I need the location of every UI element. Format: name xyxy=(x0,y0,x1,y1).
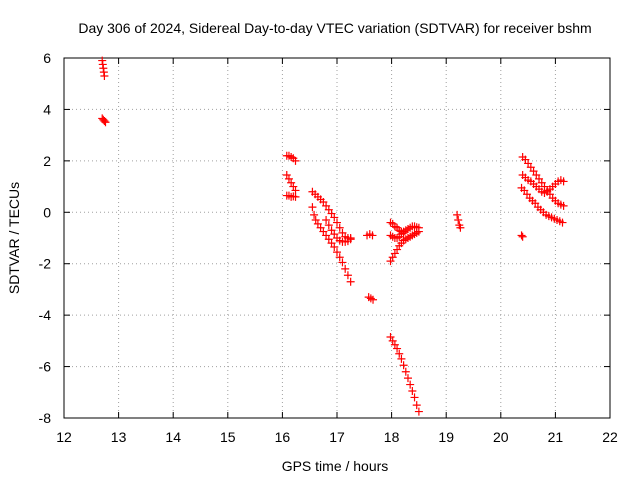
x-tick-label: 21 xyxy=(548,429,564,445)
data-point xyxy=(454,216,463,224)
data-point xyxy=(559,177,568,186)
data-point xyxy=(403,374,412,383)
y-axis-label: SDTVAR / TECUs xyxy=(6,182,22,294)
data-point xyxy=(100,117,109,125)
x-tick-label: 13 xyxy=(111,429,127,445)
x-tick-label: 15 xyxy=(220,429,236,445)
x-tick-label: 22 xyxy=(602,429,618,445)
data-point xyxy=(397,354,406,363)
data-point xyxy=(346,235,355,244)
chart-title: Day 306 of 2024, Sidereal Day-to-day VTE… xyxy=(78,20,591,36)
data-point xyxy=(558,218,567,227)
y-tick-label: 0 xyxy=(43,204,51,220)
data-point xyxy=(399,228,408,237)
data-point xyxy=(393,344,402,353)
series-segment-h xyxy=(322,216,355,246)
series-segment-f xyxy=(308,187,355,242)
y-tick-label: -8 xyxy=(39,410,52,426)
series-segment-a xyxy=(98,56,109,80)
data-point xyxy=(322,216,331,224)
x-axis-label: GPS time / hours xyxy=(282,458,389,474)
data-point xyxy=(310,210,319,219)
data-point xyxy=(330,213,339,222)
y-tick-label: -2 xyxy=(39,256,52,272)
series-segment-n xyxy=(386,228,408,242)
x-tick-label: 16 xyxy=(275,429,291,445)
data-point xyxy=(346,277,355,286)
data-point xyxy=(559,201,568,210)
series-segment-g xyxy=(308,203,355,286)
data-point xyxy=(414,223,423,232)
data-point xyxy=(324,221,333,230)
series-segment-d xyxy=(282,171,300,195)
x-tick-label: 14 xyxy=(165,429,181,445)
data-point xyxy=(517,231,526,240)
y-tick-label: 6 xyxy=(43,50,51,66)
data-point xyxy=(399,361,408,370)
series-segment-i xyxy=(363,230,377,240)
data-point xyxy=(408,387,417,395)
series-segment-j xyxy=(364,293,378,304)
series-segment-b xyxy=(98,114,110,127)
data-point xyxy=(406,380,415,389)
y-tick-label: -4 xyxy=(39,307,52,323)
series-segment-k xyxy=(386,333,423,416)
data-point xyxy=(368,231,377,240)
series-segment-r xyxy=(518,171,568,197)
data-point xyxy=(308,203,317,212)
x-tick-label: 12 xyxy=(56,429,72,445)
data-point xyxy=(330,243,339,251)
data-point xyxy=(333,218,341,227)
y-tick-label: 4 xyxy=(43,101,51,117)
data-point xyxy=(453,210,462,219)
data-points xyxy=(98,56,568,416)
data-point xyxy=(333,248,341,257)
x-tick-label: 19 xyxy=(438,429,454,445)
series-segment-o xyxy=(453,210,465,232)
series-segment-l xyxy=(386,227,423,266)
series-segment-q xyxy=(518,153,568,210)
x-axis-ticks: 12 13 14 15 16 17 18 19 20 21 22 xyxy=(56,58,618,445)
x-tick-label: 18 xyxy=(384,429,400,445)
data-point xyxy=(518,232,527,241)
x-tick-label: 20 xyxy=(493,429,509,445)
series-segment-p xyxy=(517,231,527,241)
data-point xyxy=(291,192,300,201)
data-point xyxy=(335,253,344,262)
y-axis-ticks: 6 4 2 0 -2 -4 -6 -8 xyxy=(39,50,610,426)
data-point xyxy=(414,407,423,416)
data-point xyxy=(456,223,465,232)
data-point xyxy=(343,271,352,280)
series-segment-c xyxy=(282,151,300,165)
data-point xyxy=(395,349,404,358)
data-point xyxy=(401,367,410,376)
data-point xyxy=(341,264,350,273)
y-tick-label: 2 xyxy=(43,153,51,169)
data-point xyxy=(412,401,421,410)
y-tick-label: -6 xyxy=(39,359,52,375)
data-point xyxy=(369,295,378,304)
data-point xyxy=(338,258,347,267)
data-point xyxy=(291,156,300,165)
series-segment-e xyxy=(282,191,300,201)
data-point xyxy=(101,118,110,127)
series-segment-s xyxy=(517,183,567,227)
data-point xyxy=(335,223,344,232)
data-point xyxy=(410,393,419,402)
x-tick-label: 17 xyxy=(329,429,345,445)
data-point xyxy=(100,72,109,80)
